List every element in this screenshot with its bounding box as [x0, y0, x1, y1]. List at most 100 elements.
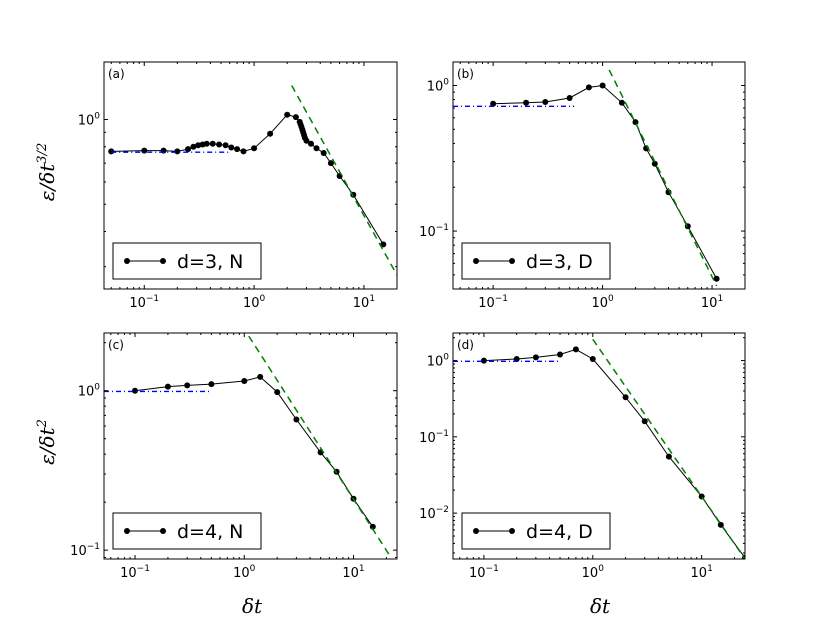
legend-marker	[160, 258, 166, 264]
plot-area	[453, 338, 745, 559]
data-point	[240, 148, 247, 155]
data-point	[257, 373, 264, 380]
data-point	[292, 114, 299, 121]
data-point	[164, 383, 171, 390]
data-point	[490, 100, 497, 107]
x-tick-label: 101	[691, 564, 713, 581]
x-tick-label: 101	[342, 564, 364, 581]
data-point	[251, 145, 258, 152]
legend-marker	[124, 258, 130, 264]
data-point	[589, 356, 596, 362]
data-point	[203, 140, 210, 147]
plot-area	[104, 335, 392, 558]
x-tick-label: 101	[701, 294, 723, 311]
series-line-2	[592, 338, 745, 559]
data-point	[313, 145, 320, 152]
series-line-2	[608, 69, 718, 287]
data-point	[208, 381, 215, 388]
data-point	[480, 357, 487, 364]
data-point	[108, 148, 115, 155]
panel-label: (b)	[457, 67, 474, 81]
data-point	[308, 140, 314, 147]
data-point	[336, 173, 343, 179]
plot-area	[453, 69, 720, 287]
legend-marker	[160, 528, 166, 534]
legend-label: d=3, N	[177, 251, 243, 273]
data-point	[320, 150, 327, 156]
series-line-0	[134, 376, 374, 528]
legend: d=4, N	[112, 512, 262, 550]
y-axis-label-bottom: ε/δt2	[35, 419, 59, 465]
legend-marker	[473, 528, 479, 534]
x-tick-label: 100	[582, 564, 605, 581]
x-tick-label: 100	[233, 564, 256, 581]
axes-frame	[103, 332, 398, 560]
panel-label: (c)	[108, 338, 124, 352]
x-tick-label: 100	[243, 294, 266, 311]
data-point	[327, 160, 334, 167]
data-point	[141, 147, 148, 154]
data-point	[267, 130, 274, 137]
data-point	[532, 354, 539, 361]
x-tick-label: 10−1	[478, 294, 508, 311]
legend: d=3, D	[461, 242, 611, 280]
data-point	[713, 275, 720, 282]
data-point	[303, 137, 310, 144]
axes-frame	[452, 332, 746, 560]
y-tick-label: 10−1	[70, 542, 100, 559]
data-point	[632, 119, 639, 126]
data-point	[228, 144, 235, 151]
legend-marker	[509, 528, 515, 534]
data-point	[622, 394, 629, 401]
data-point	[572, 346, 579, 353]
y-tick-label: 10−1	[419, 223, 449, 240]
data-point	[222, 142, 229, 149]
x-tick-label: 101	[353, 294, 375, 311]
y-tick-label: 100	[427, 77, 450, 94]
legend-label: d=4, D	[526, 521, 593, 543]
x-tick-label: 10−1	[120, 564, 150, 581]
data-point	[284, 111, 291, 118]
data-point	[665, 453, 672, 460]
panel-b: 10−1 100 101 10−1 100 (b) d=3, D	[419, 61, 746, 311]
legend-marker	[124, 528, 130, 534]
data-point	[651, 160, 658, 167]
legend-marker	[473, 258, 479, 264]
x-tick-label: 10−1	[469, 564, 499, 581]
plot-area	[108, 85, 397, 276]
panel-label: (a)	[108, 67, 125, 81]
panel-c: 10−1 100 101 10−1 100 (c) d=4, N	[70, 332, 398, 581]
y-tick-label: 100	[78, 111, 101, 128]
data-point	[216, 141, 223, 148]
data-point	[513, 356, 520, 362]
legend: d=4, D	[461, 512, 611, 550]
y-tick-label: 100	[427, 353, 450, 370]
panel-a: 10−1 100 101 100 (a) d=3, N	[78, 61, 398, 311]
data-point	[557, 351, 563, 358]
data-point	[234, 146, 241, 153]
data-point	[566, 95, 573, 101]
data-point	[132, 387, 138, 394]
data-point	[523, 99, 530, 106]
series-line-2	[291, 85, 397, 276]
data-point	[293, 416, 300, 423]
legend-marker	[509, 258, 515, 264]
data-point	[184, 382, 191, 389]
data-point	[209, 140, 216, 147]
axes-frame	[103, 61, 398, 290]
legend-label: d=4, N	[177, 521, 243, 543]
legend: d=3, N	[112, 242, 262, 280]
data-point	[380, 241, 387, 248]
panel-label: (d)	[457, 338, 474, 352]
data-point	[185, 146, 191, 153]
y-axis-label-top: ε/δt3/2	[35, 143, 59, 201]
series-line-2	[248, 335, 392, 558]
data-point	[190, 143, 197, 150]
legend-label: d=3, D	[526, 251, 593, 273]
data-point	[195, 142, 202, 149]
data-point	[369, 523, 376, 530]
series-line-0	[111, 114, 384, 245]
x-axis-label-left: δt	[242, 594, 263, 618]
x-tick-label: 100	[591, 294, 614, 311]
data-point	[274, 389, 281, 396]
